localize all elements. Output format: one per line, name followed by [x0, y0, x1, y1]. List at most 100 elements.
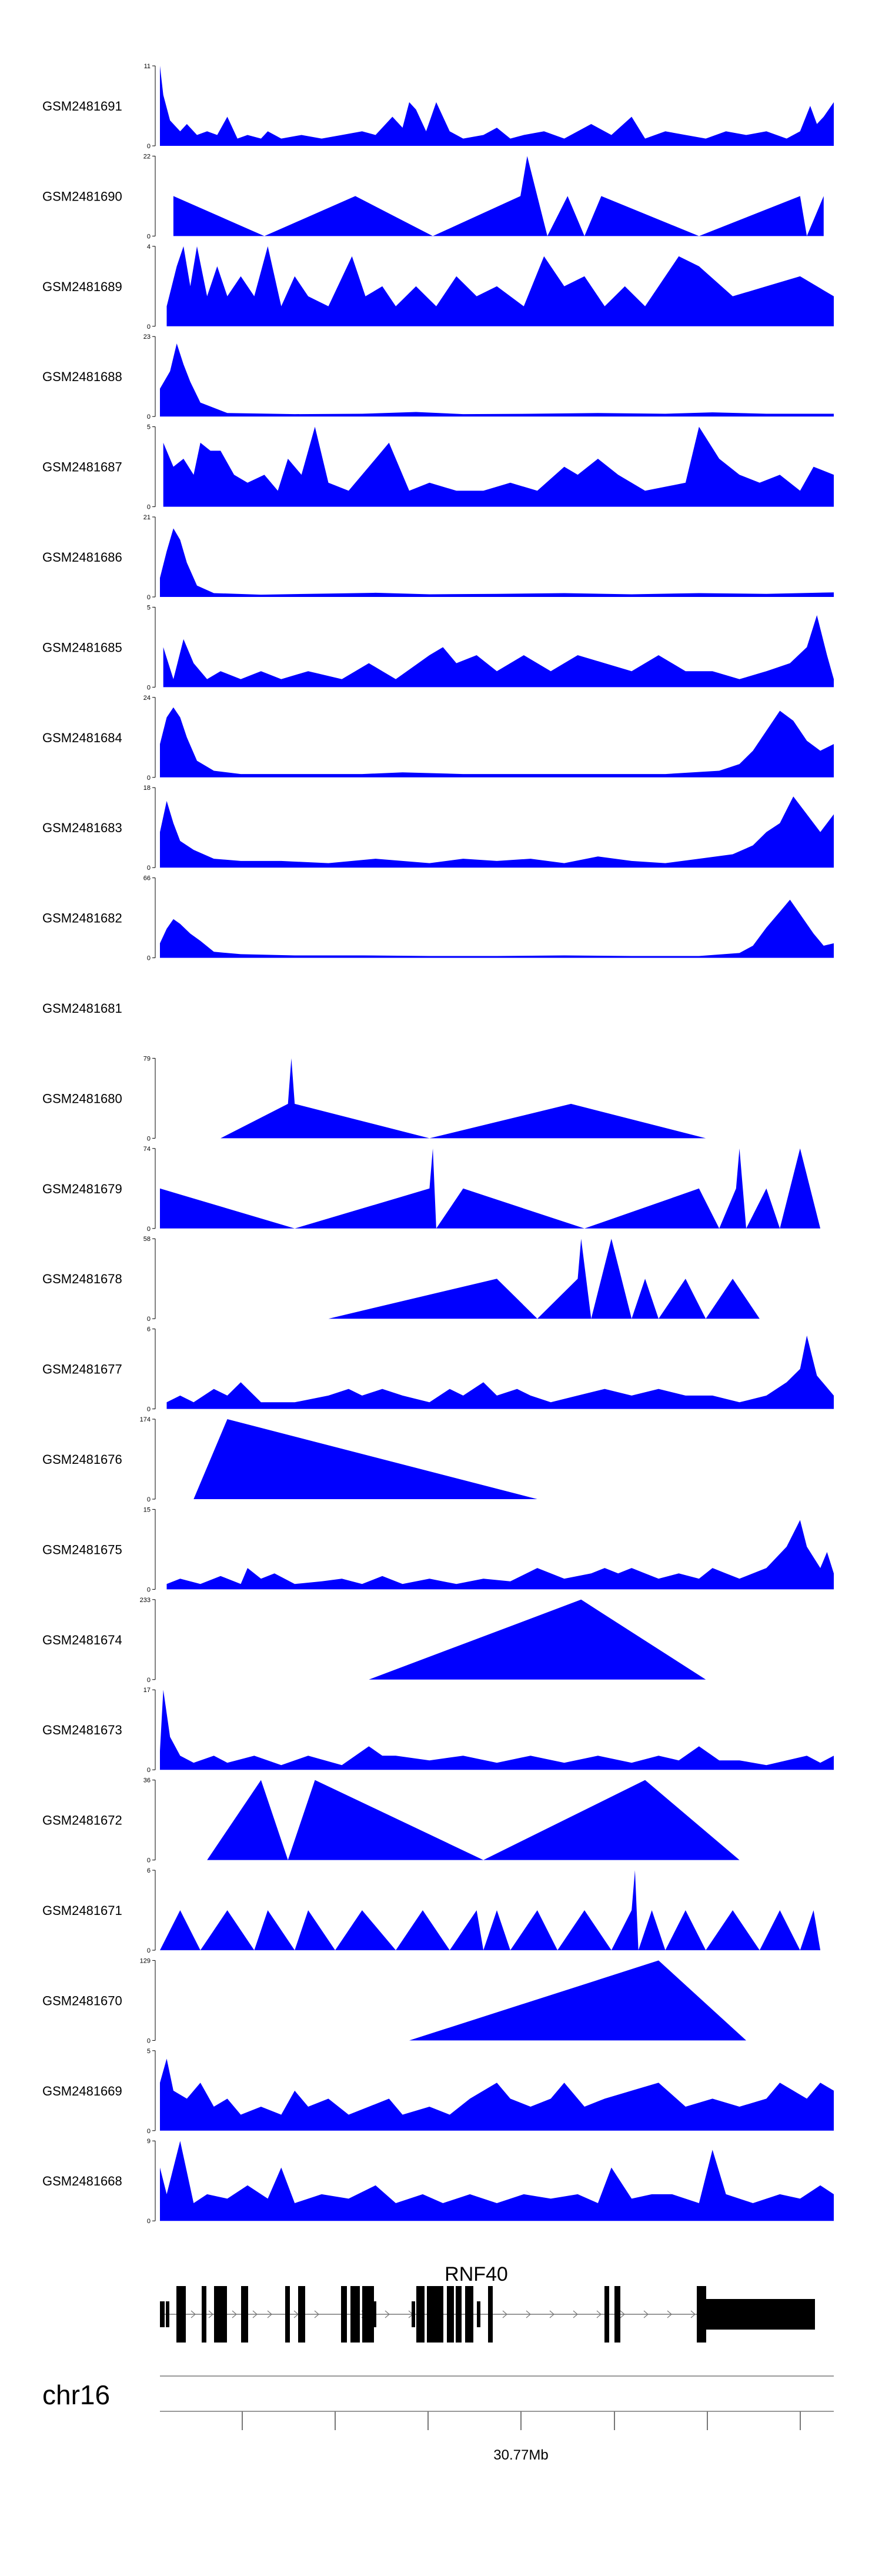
gene-strand-arrow — [267, 2310, 272, 2318]
track-label: GSM2481689 — [42, 279, 122, 294]
gene-exon — [488, 2286, 493, 2343]
track-label: GSM2481673 — [42, 1723, 122, 1737]
y-tick-label-zero: 0 — [147, 323, 151, 331]
y-tick-label-max: 58 — [143, 1236, 151, 1243]
track-label: GSM2481670 — [42, 1993, 122, 2008]
signal-area — [163, 426, 834, 507]
signal-area — [328, 1239, 800, 1319]
gene-exon — [604, 2286, 609, 2343]
signal-area — [207, 1780, 740, 1860]
gene-strand-arrow — [526, 2310, 531, 2318]
gene-strand-arrow — [314, 2310, 319, 2318]
track-GSM2481689: GSM2481689 4 0 — [42, 243, 834, 331]
track-label: GSM2481672 — [42, 1813, 122, 1828]
signal-area — [160, 1870, 821, 1950]
y-tick-label-zero: 0 — [147, 504, 151, 511]
track-label: GSM2481688 — [42, 369, 122, 384]
gene-exon — [176, 2286, 186, 2343]
axis-tick-label: 30.77Mb — [493, 2447, 548, 2463]
track-GSM2481676: GSM2481676 174 0 — [42, 1416, 537, 1503]
signal-area — [409, 1960, 746, 2041]
y-tick-label-zero: 0 — [147, 1496, 151, 1503]
track-label: GSM2481681 — [42, 1001, 122, 1016]
gene-model-rnf40: RNF40 — [160, 2263, 815, 2343]
gene-exon — [477, 2301, 480, 2327]
signal-area — [163, 615, 834, 688]
gene-exon — [706, 2299, 815, 2330]
y-tick-label-zero: 0 — [147, 413, 151, 421]
y-tick-label-max: 18 — [143, 785, 151, 792]
gene-exon — [166, 2301, 169, 2327]
gene-exon — [614, 2286, 620, 2343]
gene-label: RNF40 — [445, 2263, 508, 2285]
track-GSM2481687: GSM2481687 5 0 — [42, 424, 834, 511]
y-tick-label-zero: 0 — [147, 594, 151, 601]
genome-axis: chr16 30.77Mb — [42, 2375, 834, 2463]
gene-strand-arrow — [596, 2310, 602, 2318]
gene-strand-arrow — [502, 2310, 507, 2318]
y-tick-label-max: 174 — [140, 1416, 151, 1423]
y-tick-label-max: 79 — [143, 1055, 151, 1062]
y-tick-label-max: 15 — [143, 1506, 151, 1513]
y-tick-label-zero: 0 — [147, 2128, 151, 2135]
y-tick-label-zero: 0 — [147, 1677, 151, 1684]
y-tick-label-zero: 0 — [147, 1406, 151, 1413]
track-label: GSM2481690 — [42, 189, 122, 203]
signal-area — [160, 899, 834, 958]
y-tick-label-max: 5 — [147, 424, 151, 431]
track-GSM2481669: GSM2481669 5 0 — [42, 2048, 834, 2135]
y-tick-label-zero: 0 — [147, 1135, 151, 1142]
track-label: GSM2481683 — [42, 820, 122, 835]
track-GSM2481690: GSM2481690 22 0 — [42, 153, 824, 240]
gene-exon — [160, 2301, 165, 2327]
y-tick-label-zero: 0 — [147, 2037, 151, 2044]
y-tick-label-max: 5 — [147, 604, 151, 611]
signal-area — [173, 156, 824, 236]
gene-exon — [350, 2286, 360, 2343]
track-GSM2481671: GSM2481671 6 0 — [42, 1867, 821, 1954]
track-label: GSM2481676 — [42, 1452, 122, 1467]
y-tick-label-zero: 0 — [147, 143, 151, 150]
y-tick-label-max: 23 — [143, 333, 151, 341]
y-tick-label-max: 11 — [144, 63, 151, 70]
track-GSM2481673: GSM2481673 17 0 — [42, 1687, 834, 1774]
track-label: GSM2481687 — [42, 460, 122, 475]
y-tick-label-max: 66 — [143, 875, 151, 882]
y-tick-label-zero: 0 — [147, 865, 151, 872]
gene-strand-arrow — [643, 2310, 649, 2318]
track-GSM2481670: GSM2481670 129 0 — [42, 1957, 746, 2044]
y-tick-label-max: 17 — [143, 1687, 151, 1694]
y-tick-label-zero: 0 — [147, 1767, 151, 1774]
track-label: GSM2481675 — [42, 1542, 122, 1557]
signal-area — [166, 1335, 834, 1409]
gene-strand-arrow — [385, 2310, 390, 2318]
track-label: GSM2481674 — [42, 1633, 122, 1647]
y-tick-label-zero: 0 — [147, 775, 151, 782]
gene-exon — [447, 2286, 454, 2343]
track-GSM2481681: GSM2481681 — [42, 1001, 122, 1016]
y-tick-label-max: 233 — [140, 1597, 151, 1604]
y-tick-label-max: 6 — [147, 1867, 151, 1874]
y-tick-label-max: 74 — [143, 1146, 151, 1153]
gene-exon — [465, 2286, 473, 2343]
y-tick-label-zero: 0 — [147, 1316, 151, 1323]
gene-exon — [341, 2286, 347, 2343]
signal-area — [160, 528, 834, 597]
gene-exon — [214, 2286, 227, 2343]
track-GSM2481678: GSM2481678 58 0 — [42, 1236, 800, 1323]
gene-strand-arrow — [690, 2310, 696, 2318]
gene-exon — [427, 2286, 443, 2343]
gene-exon — [298, 2286, 305, 2343]
y-tick-label-max: 129 — [140, 1957, 151, 1964]
gene-exon — [362, 2286, 374, 2343]
gene-strand-arrow — [573, 2310, 578, 2318]
y-tick-label-max: 36 — [143, 1777, 151, 1784]
signal-tracks: GSM2481691110GSM2481690220GSM248168940GS… — [42, 63, 834, 2225]
track-label: GSM2481668 — [42, 2174, 122, 2188]
track-label: GSM2481671 — [42, 1903, 122, 1918]
y-tick-label-zero: 0 — [147, 1947, 151, 1954]
track-GSM2481668: GSM2481668 9 0 — [42, 2138, 834, 2225]
track-label: GSM2481686 — [42, 550, 122, 565]
y-tick-label-zero: 0 — [147, 955, 151, 962]
